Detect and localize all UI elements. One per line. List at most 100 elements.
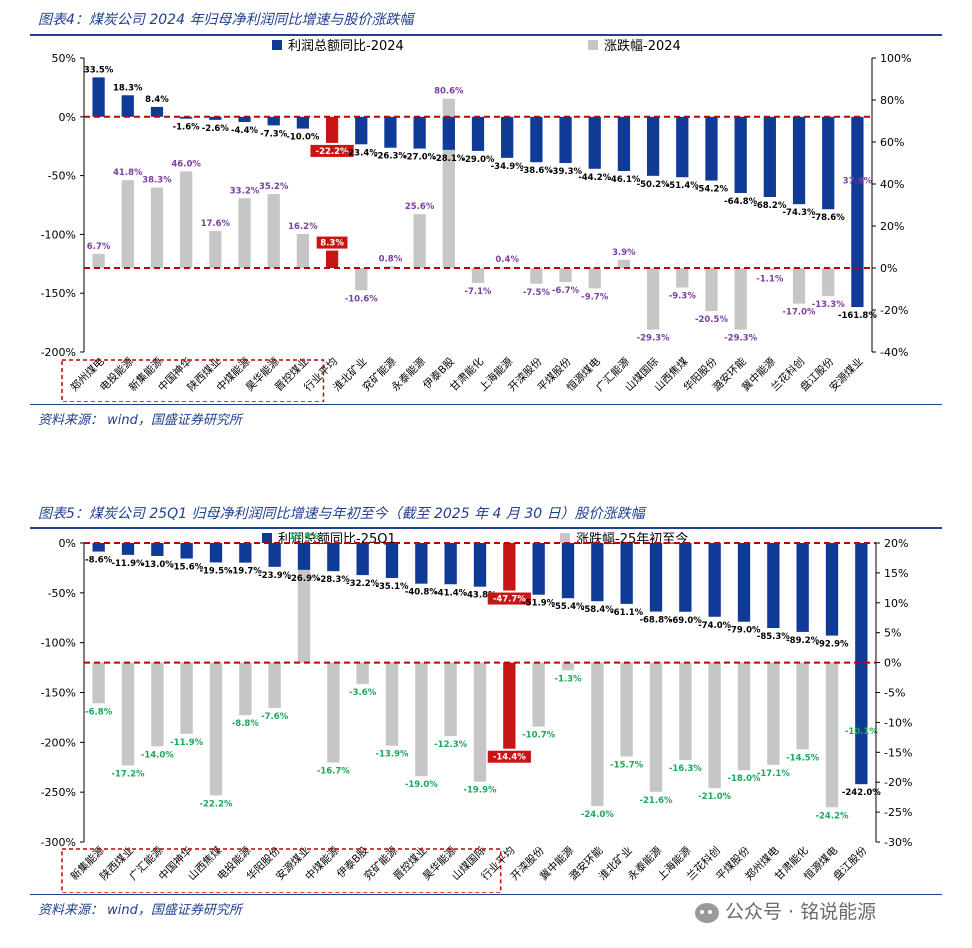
- price-change-bar: [238, 198, 251, 268]
- left-tick-label: 0%: [59, 537, 76, 550]
- price-change-label: 38.3%: [142, 176, 172, 186]
- price-change-label: -20.5%: [695, 315, 728, 325]
- profit-growth-label: -27.0%: [403, 153, 436, 163]
- profit-growth-bar: [737, 543, 751, 622]
- profit-growth-bar: [209, 116, 222, 120]
- price-change-label: -14.0%: [141, 750, 174, 760]
- price-change-label: 8.3%: [320, 239, 344, 249]
- right-tick-label: 0%: [884, 657, 901, 670]
- price-change-bar: [679, 662, 692, 761]
- price-change-bar: [415, 662, 428, 777]
- left-tick-label: -250%: [41, 786, 76, 799]
- price-change-label: -29.3%: [724, 334, 757, 344]
- profit-growth-bar: [325, 116, 339, 143]
- price-change-label: -7.1%: [464, 287, 492, 297]
- price-change-bar: [796, 662, 809, 750]
- profit-growth-bar: [649, 543, 663, 612]
- profit-growth-bar: [851, 116, 864, 308]
- price-change-bar: [792, 268, 806, 304]
- price-change-bar: [649, 662, 663, 792]
- price-change-bar: [325, 250, 339, 268]
- highlight-group-box: [61, 848, 502, 893]
- profit-growth-label: -51.4%: [666, 181, 699, 191]
- profit-growth-bar: [150, 106, 164, 117]
- profit-growth-label: -78.6%: [812, 213, 845, 223]
- price-change-label: -6.7%: [552, 286, 580, 296]
- price-change-label: -6.8%: [85, 707, 113, 717]
- left-tick-label: -200%: [41, 346, 76, 359]
- price-change-bar: [385, 662, 399, 746]
- price-change-label: -16.3%: [669, 764, 702, 774]
- profit-growth-bar: [559, 116, 572, 164]
- price-change-bar: [503, 662, 516, 749]
- price-change-bar: [121, 180, 134, 268]
- profit-growth-label: -26.3%: [374, 152, 407, 162]
- right-tick-label: -30%: [884, 836, 912, 849]
- price-change-label: -29.3%: [637, 334, 670, 344]
- profit-growth-bar: [708, 543, 721, 617]
- profit-growth-label: -55.4%: [551, 602, 584, 612]
- price-change-label: 80.6%: [434, 87, 464, 97]
- price-change-label: 6.7%: [87, 242, 111, 252]
- right-tick-label: 60%: [880, 136, 904, 149]
- price-change-label: -24.0%: [581, 810, 614, 820]
- price-change-label: -24.2%: [815, 811, 848, 821]
- price-change-bar: [561, 662, 575, 671]
- figure-4-source: 资料来源： wind，国盛证券研究所: [38, 413, 242, 428]
- profit-growth-label: -64.8%: [724, 197, 757, 207]
- price-change-bar: [121, 662, 135, 766]
- profit-growth-bar: [767, 543, 780, 629]
- price-change-bar: [268, 662, 281, 709]
- profit-growth-label: -22.2%: [316, 147, 349, 157]
- price-change-label: -8.8%: [232, 719, 260, 729]
- profit-growth-bar: [530, 116, 543, 163]
- profit-growth-bar: [705, 116, 718, 181]
- right-tick-label: -20%: [880, 304, 908, 317]
- price-change-label: -14.4%: [493, 753, 526, 763]
- price-change-bar: [559, 268, 572, 283]
- profit-growth-label: 18.3%: [113, 83, 143, 93]
- profit-growth-label: -68.8%: [639, 616, 672, 626]
- price-change-label: -15.7%: [610, 760, 643, 770]
- profit-growth-label: -79.0%: [727, 626, 760, 636]
- legend-label-price: 涨跌幅-2024: [604, 38, 681, 54]
- profit-growth-label: -19.5%: [199, 566, 232, 576]
- price-change-bar: [267, 194, 280, 268]
- profit-growth-label: 8.4%: [145, 95, 169, 105]
- profit-growth-label: -44.2%: [578, 173, 611, 183]
- price-change-bar: [356, 662, 369, 685]
- price-change-bar: [620, 662, 633, 757]
- price-change-bar: [92, 253, 105, 268]
- profit-growth-bar: [591, 543, 604, 602]
- price-change-label: -17.0%: [783, 308, 816, 318]
- profit-growth-bar: [792, 116, 806, 205]
- price-change-bar: [588, 268, 601, 289]
- profit-growth-label: -29.0%: [461, 155, 494, 165]
- price-change-bar: [180, 662, 193, 734]
- profit-growth-bar: [471, 116, 485, 151]
- price-change-bar: [239, 662, 252, 716]
- profit-growth-label: -92.9%: [815, 640, 848, 650]
- profit-growth-bar: [679, 543, 692, 612]
- profit-growth-bar: [532, 543, 545, 595]
- profit-growth-label: -40.8%: [405, 588, 438, 598]
- price-change-bar: [646, 268, 660, 330]
- profit-growth-label: -11.9%: [111, 559, 144, 569]
- profit-growth-label: -58.4%: [581, 605, 614, 615]
- profit-growth-bar: [501, 116, 514, 158]
- right-tick-label: 100%: [880, 52, 911, 65]
- profit-growth-bar: [442, 116, 455, 150]
- profit-growth-label: -34.9%: [491, 162, 524, 172]
- profit-growth-label: -1.6%: [173, 123, 201, 133]
- profit-growth-bar: [825, 543, 839, 636]
- price-change-bar: [617, 259, 631, 268]
- profit-growth-label: -15.6%: [170, 563, 203, 573]
- price-change-bar: [473, 662, 487, 782]
- left-tick-label: -200%: [41, 736, 76, 749]
- price-change-label: -12.3%: [434, 740, 467, 750]
- left-tick-label: -150%: [41, 287, 76, 300]
- profit-growth-bar: [561, 543, 575, 599]
- profit-growth-bar: [617, 116, 631, 172]
- price-change-label: -10.6%: [345, 294, 378, 304]
- legend-swatch-profit: [272, 40, 282, 50]
